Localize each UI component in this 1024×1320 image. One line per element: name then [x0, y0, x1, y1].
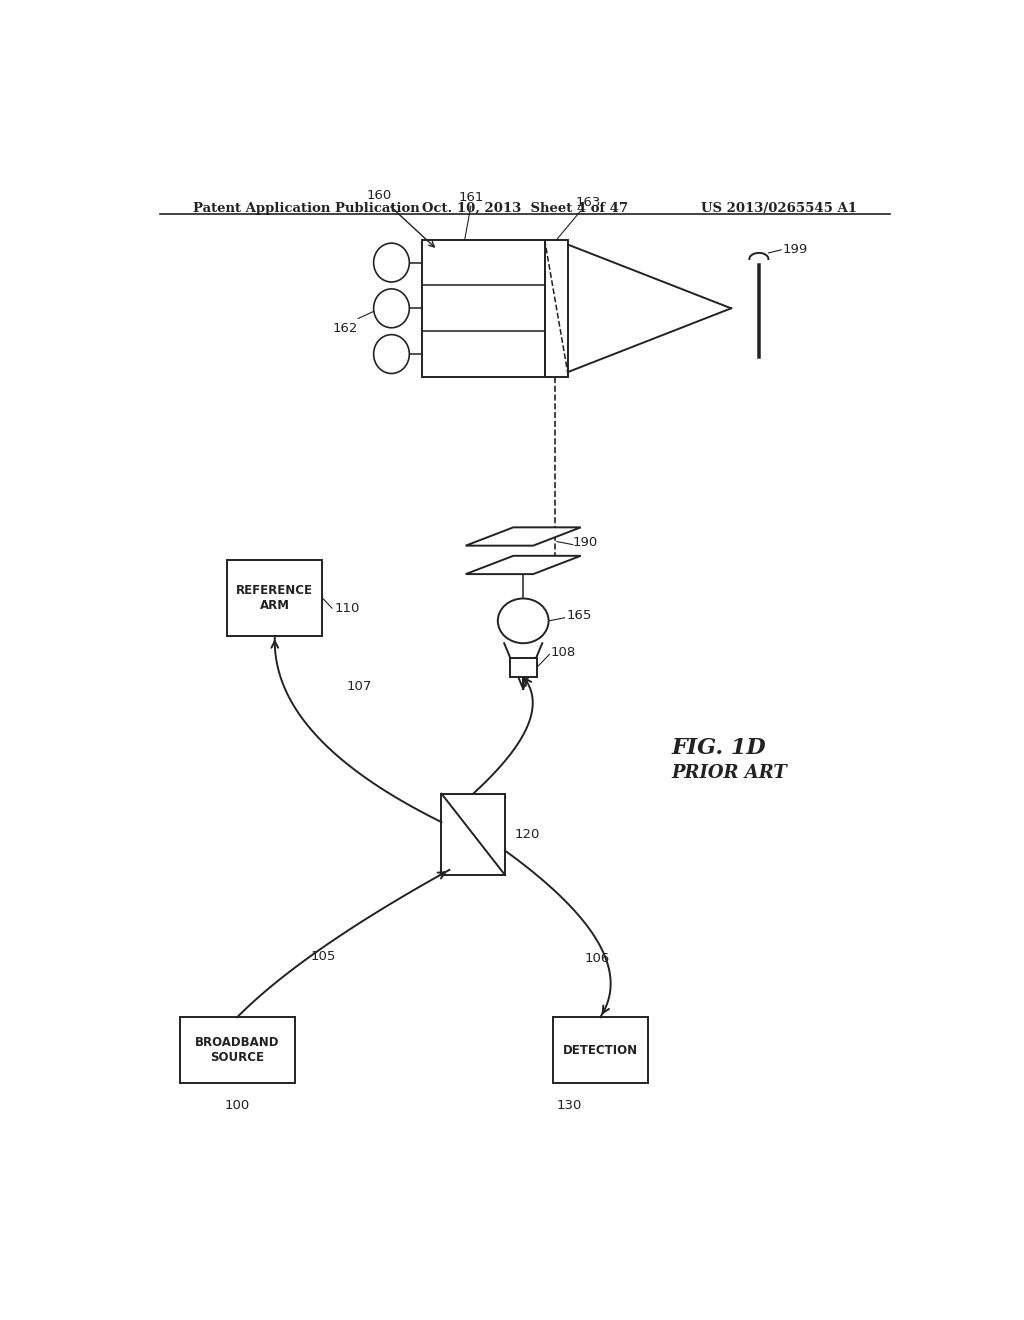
Text: 199: 199: [782, 243, 808, 256]
Text: FIG. 1D: FIG. 1D: [672, 737, 766, 759]
Text: 110: 110: [334, 602, 359, 615]
Bar: [422, 240, 545, 378]
Bar: [553, 1018, 648, 1084]
Ellipse shape: [498, 598, 549, 643]
Bar: [545, 240, 568, 378]
Text: 100: 100: [224, 1098, 250, 1111]
Ellipse shape: [374, 334, 410, 374]
Bar: [510, 659, 537, 677]
Text: BROADBAND
SOURCE: BROADBAND SOURCE: [195, 1036, 280, 1064]
Text: Patent Application Publication: Patent Application Publication: [194, 202, 420, 215]
Text: DETECTION: DETECTION: [562, 1044, 638, 1057]
Text: 106: 106: [585, 952, 609, 965]
Polygon shape: [466, 556, 581, 574]
Text: 108: 108: [551, 645, 577, 659]
Bar: [179, 1018, 295, 1084]
Text: 107: 107: [346, 680, 372, 693]
Text: 190: 190: [572, 536, 598, 549]
Text: Oct. 10, 2013  Sheet 4 of 47: Oct. 10, 2013 Sheet 4 of 47: [422, 202, 628, 215]
Text: 160: 160: [367, 189, 434, 247]
Text: REFERENCE
ARM: REFERENCE ARM: [237, 583, 313, 612]
Text: 105: 105: [310, 950, 336, 962]
Text: 161: 161: [458, 191, 483, 205]
Text: PRIOR ART: PRIOR ART: [672, 764, 787, 783]
Text: 162: 162: [333, 322, 358, 335]
Text: 120: 120: [514, 828, 540, 841]
Polygon shape: [466, 528, 581, 545]
Text: 130: 130: [557, 1098, 582, 1111]
Text: 163: 163: [575, 197, 601, 209]
Text: 165: 165: [566, 610, 592, 622]
Bar: [441, 793, 505, 875]
Text: US 2013/0265545 A1: US 2013/0265545 A1: [700, 202, 856, 215]
Ellipse shape: [374, 289, 410, 327]
Ellipse shape: [374, 243, 410, 282]
Bar: [227, 560, 323, 636]
